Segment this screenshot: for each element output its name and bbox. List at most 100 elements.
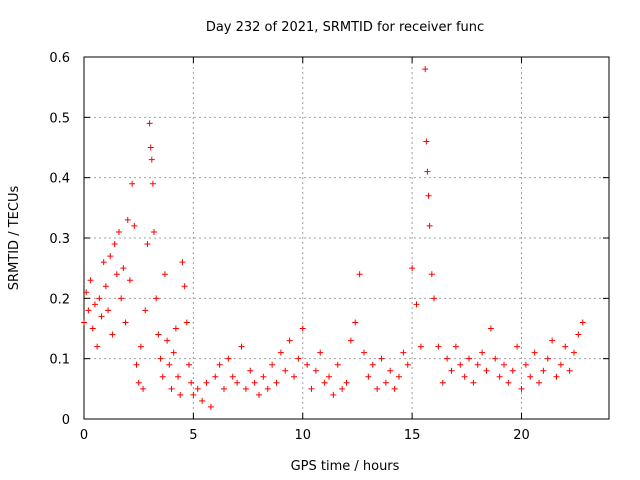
data-point [264, 385, 271, 392]
data-point [312, 367, 319, 374]
x-tick-label: 0 [80, 428, 88, 443]
data-point [116, 228, 122, 235]
data-point [509, 367, 516, 374]
data-point [168, 385, 175, 392]
data-point [549, 337, 556, 344]
data-point [102, 283, 109, 290]
data-point [479, 349, 486, 356]
data-point [179, 259, 186, 266]
data-point [225, 355, 232, 362]
axis-ticks: 0 5 10 15 20 0 0.1 0.2 0.3 0.4 0.5 0.6 [49, 51, 609, 443]
data-point [501, 361, 507, 368]
data-point [347, 337, 354, 344]
y-axis-label: SRMTID / TECUs [7, 186, 22, 291]
data-point [131, 222, 138, 229]
data-point [159, 373, 166, 380]
data-point [85, 307, 92, 314]
data-point [409, 265, 416, 272]
data-point [417, 343, 424, 350]
data-point [273, 379, 280, 386]
data-point [199, 397, 206, 404]
data-point [105, 307, 112, 314]
data-point [562, 343, 569, 350]
data-point [343, 379, 350, 386]
data-point [514, 343, 521, 350]
data-point [425, 192, 432, 199]
data-point [135, 379, 142, 386]
data-point [157, 355, 164, 362]
data-point [247, 367, 254, 374]
data-point [387, 367, 394, 374]
data-point [120, 265, 127, 272]
data-point [91, 301, 98, 308]
data-point [452, 343, 459, 350]
data-point [505, 379, 512, 386]
data-point [98, 313, 105, 320]
data-point [107, 253, 114, 260]
data-point [94, 343, 101, 350]
data-point [540, 367, 547, 374]
data-point [518, 385, 525, 392]
data-point [422, 66, 429, 73]
data-point [557, 361, 564, 368]
data-point [487, 325, 494, 332]
data-point [391, 385, 398, 392]
data-point [149, 180, 156, 187]
data-point [423, 138, 430, 145]
data-point [83, 289, 90, 296]
data-point [369, 361, 376, 368]
data-point [212, 373, 219, 380]
data-point [126, 277, 133, 284]
data-point [321, 379, 328, 386]
data-point [251, 379, 258, 386]
data-point [435, 343, 442, 350]
data-point [260, 373, 267, 380]
data-point [553, 373, 560, 380]
data-point [299, 325, 306, 332]
data-point [186, 361, 192, 368]
data-point [183, 319, 190, 326]
y-tick-label: 0.5 [49, 111, 70, 126]
x-tick-label: 15 [404, 428, 421, 443]
data-point [304, 361, 311, 368]
data-point [111, 241, 118, 248]
data-point [544, 355, 551, 362]
grid [84, 57, 609, 419]
data-point [531, 349, 538, 356]
data-point [334, 361, 341, 368]
data-point [89, 325, 96, 332]
data-point [229, 373, 236, 380]
data-point [144, 241, 151, 248]
data-point [571, 349, 577, 356]
data-point [396, 373, 402, 380]
data-point [457, 361, 464, 368]
data-point [166, 361, 173, 368]
data-point [466, 355, 472, 362]
data-point [326, 373, 332, 380]
y-tick-label: 0 [62, 413, 70, 428]
data-point [470, 379, 477, 386]
data-point [461, 373, 468, 380]
data-point [295, 355, 302, 362]
data-point [147, 144, 154, 151]
data-point [413, 301, 420, 308]
data-point [352, 319, 359, 326]
data-point [151, 228, 157, 235]
data-point [113, 271, 120, 278]
data-point [207, 403, 214, 410]
data-point [365, 373, 372, 380]
y-tick-label: 0.1 [49, 353, 70, 368]
data-point [282, 367, 289, 374]
data-point [356, 271, 363, 278]
data-point [566, 367, 573, 374]
data-point [172, 325, 179, 332]
data-point [277, 349, 284, 356]
data-point [109, 331, 116, 338]
data-point [374, 385, 381, 392]
data-point [203, 379, 210, 386]
data-point [124, 216, 131, 223]
data-point [81, 319, 87, 326]
data-point [155, 331, 162, 338]
